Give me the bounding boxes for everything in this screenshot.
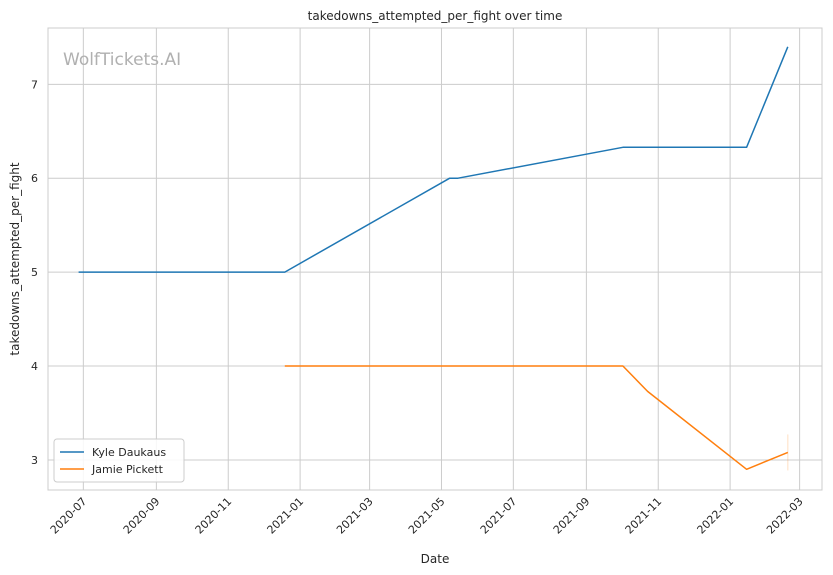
x-tick-label: 2020-11: [193, 495, 235, 537]
series-line-0: [78, 46, 789, 273]
y-tick-label: 4: [31, 360, 38, 373]
grid: [48, 28, 822, 490]
y-tick-label: 7: [31, 78, 38, 91]
series-lines: [78, 46, 789, 471]
chart-title: takedowns_attempted_per_fight over time: [308, 9, 563, 23]
y-tick-labels: 3 4 5 6 7: [31, 78, 38, 467]
y-tick-label: 6: [31, 172, 38, 185]
x-tick-label: 2021-07: [478, 495, 520, 537]
x-tick-label: 2022-01: [695, 495, 737, 537]
watermark-text: WolfTickets.AI: [63, 50, 181, 70]
y-tick-label: 3: [31, 454, 38, 467]
legend-box: [53, 438, 185, 483]
legend: Kyle Daukaus Jamie Pickett: [53, 438, 185, 483]
x-tick-label: 2021-09: [551, 495, 593, 537]
x-tick-label: 2021-05: [406, 495, 448, 537]
x-tick-label: 2022-03: [764, 495, 806, 537]
legend-label: Kyle Daukaus: [92, 446, 166, 459]
x-tick-label: 2021-01: [265, 495, 307, 537]
y-axis-title: takedowns_attempted_per_fight: [8, 162, 22, 355]
x-tick-labels: 2020-07 2020-09 2020-11 2021-01 2021-03 2021-…: [48, 495, 806, 537]
y-tick-label: 5: [31, 266, 38, 279]
x-tick-label: 2021-03: [334, 495, 376, 537]
x-tick-label: 2020-09: [121, 495, 163, 537]
legend-label: Jamie Pickett: [91, 463, 164, 476]
series-line-1: [284, 365, 789, 471]
x-axis-title: Date: [421, 552, 450, 566]
x-tick-label: 2020-07: [48, 495, 90, 537]
x-tick-label: 2021-11: [623, 495, 665, 537]
plot-area-frame: [47, 27, 823, 491]
